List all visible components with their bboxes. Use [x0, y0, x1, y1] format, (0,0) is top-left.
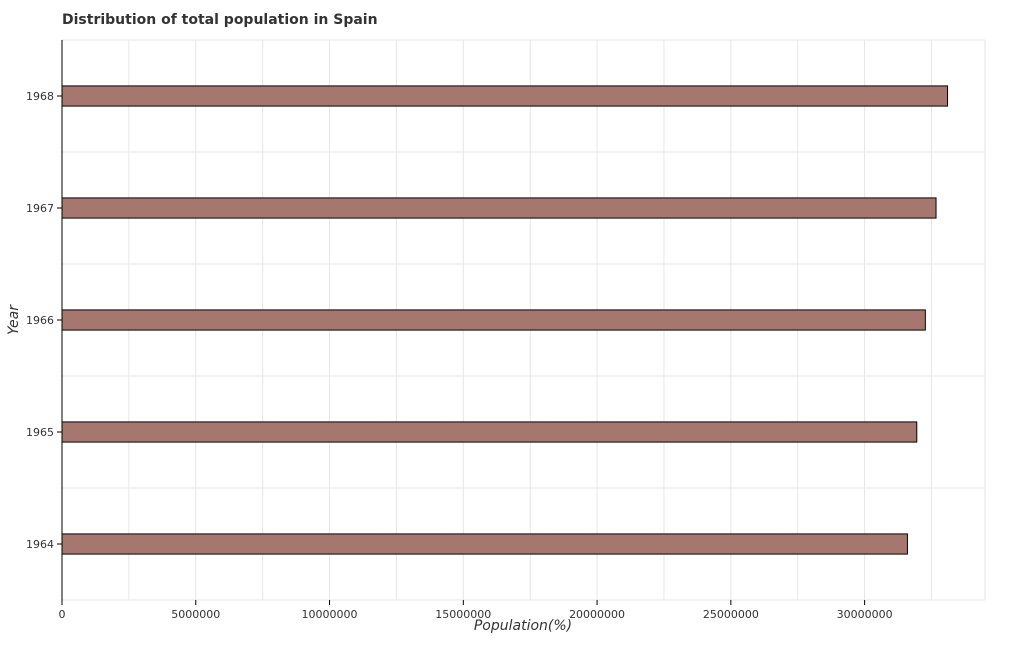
- y-axis-label: Year: [6, 304, 22, 335]
- x-axis-label: Population(%): [474, 618, 572, 634]
- x-axis-ticks: 0 5000000 10000000 15000000 20000000 25000000…: [59, 600, 893, 621]
- bar-1964: [61, 533, 908, 555]
- y-tick-label: 1964: [26, 538, 54, 551]
- bar-1968: [61, 85, 949, 107]
- y-axis-ticks: 1964 1965 1966 1967 1968: [26, 90, 62, 551]
- x-tick-label: 5000000: [171, 608, 220, 621]
- x-tick-label: 25000000: [703, 608, 759, 621]
- x-tick-label: 0: [59, 608, 66, 621]
- y-tick-label: 1965: [26, 426, 54, 439]
- bars: [61, 85, 949, 555]
- bar-1967: [61, 197, 937, 219]
- horizontal-gridlines: [62, 39, 985, 601]
- bar-1966: [61, 309, 926, 331]
- y-tick-label: 1967: [26, 202, 54, 215]
- y-tick-label: 1968: [26, 90, 54, 103]
- x-tick-label: 30000000: [837, 608, 893, 621]
- chart-title: Distribution of total population in Spai…: [62, 12, 378, 28]
- x-tick-label: 10000000: [302, 608, 358, 621]
- x-tick-label: 15000000: [435, 608, 491, 621]
- bar-1965: [61, 421, 918, 443]
- x-tick-label: 20000000: [569, 608, 625, 621]
- y-tick-label: 1966: [26, 314, 54, 327]
